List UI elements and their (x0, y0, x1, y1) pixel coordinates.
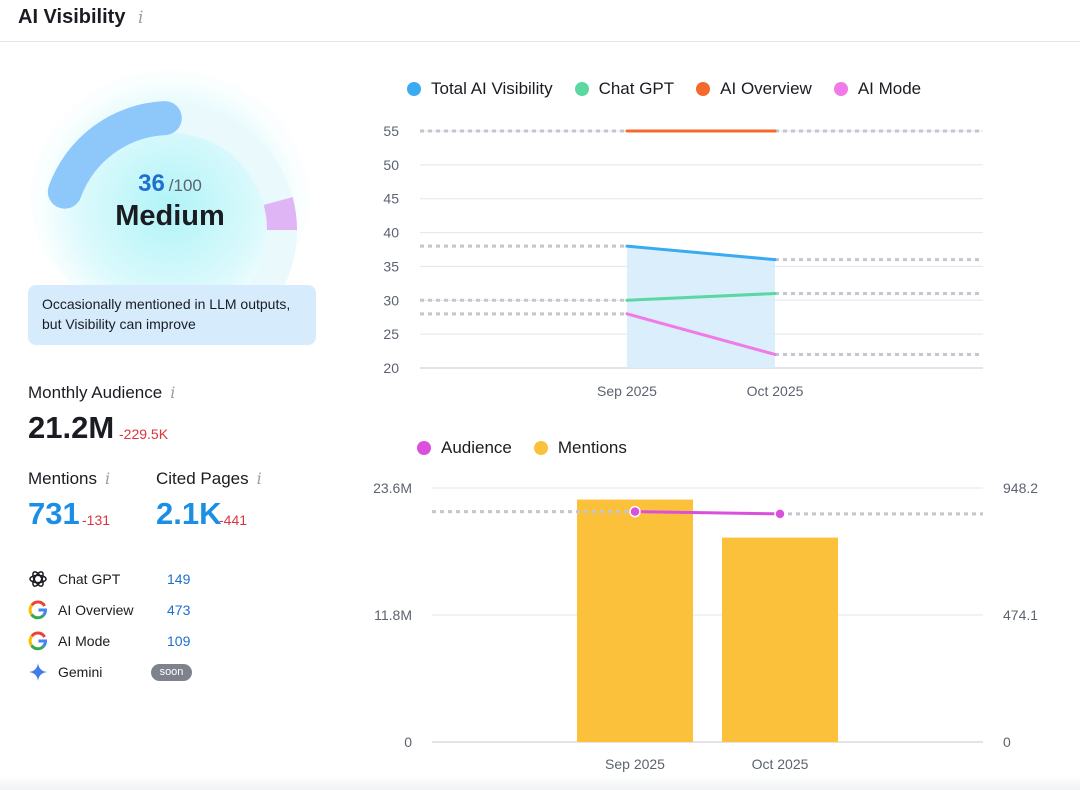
mentions-value: 731 (28, 496, 80, 531)
y-tick-label: 20 (383, 360, 399, 376)
x-tick-label: Sep 2025 (605, 756, 665, 772)
x-tick-label: Oct 2025 (747, 383, 804, 399)
legend-label: Chat GPT (598, 79, 675, 98)
mentions-bar (577, 499, 693, 742)
mentions-label-text: Mentions (28, 469, 97, 488)
legend-dot (833, 82, 848, 96)
legend-dot (574, 82, 589, 96)
legend-label: Mentions (557, 438, 627, 457)
source-value[interactable]: 109 (167, 633, 191, 649)
score-value: 36 (138, 170, 165, 197)
source-value[interactable]: 149 (167, 571, 191, 587)
legend-dot (407, 82, 421, 96)
cited-pages-delta: -441 (219, 512, 248, 528)
y-tick-label: 30 (383, 292, 399, 308)
series-line-total-ai-visibility (625, 244, 777, 262)
legend-item-ai-mode[interactable]: AI Mode (833, 79, 922, 99)
y-right-tick-label: 474.1 (1003, 607, 1038, 623)
y-tick-label: 45 (383, 191, 399, 207)
visibility-gauge (47, 101, 298, 320)
audience-point (629, 505, 641, 518)
widget-title: AI Visibility (18, 6, 126, 28)
series-line-ai-mode (625, 312, 777, 356)
bar-chart-legend: Audience Mentions (417, 438, 649, 458)
legend-label: AI Overview (720, 79, 812, 98)
monthly-audience-delta: -229.5K (119, 426, 169, 442)
info-icon[interactable]: i (104, 469, 111, 488)
x-tick-label: Oct 2025 (752, 756, 809, 772)
y-tick-label: 25 (383, 326, 399, 342)
monthly-audience-value: 21.2M (28, 410, 115, 445)
y-left-tick-label: 23.6M (373, 480, 412, 496)
y-left-tick-label: 0 (404, 734, 412, 750)
score: 36/100 (70, 170, 270, 198)
gauge-fill (47, 101, 182, 209)
google-icon (28, 631, 47, 651)
cited-pages-value: 2.1K (156, 496, 222, 531)
gemini-icon (29, 663, 47, 681)
legend-dot (533, 441, 548, 455)
info-icon[interactable]: i (170, 383, 176, 402)
source-row-ai-mode[interactable]: AI Mode 109 (28, 631, 208, 655)
visibility-level: Medium (115, 200, 225, 232)
legend-item-ai-overview[interactable]: AI Overview (696, 79, 812, 99)
cited-pages-label: Cited Pages i (156, 469, 262, 489)
legend-dot (696, 82, 711, 96)
legend-label: Audience (441, 438, 512, 457)
source-name: Chat GPT (58, 571, 121, 587)
source-name: Gemini (58, 664, 103, 680)
legend-item-mentions[interactable]: Mentions (533, 438, 627, 458)
gauge-marker (263, 197, 298, 231)
legend-item-chat-gpt[interactable]: Chat GPT (574, 79, 675, 99)
x-tick-label: Sep 2025 (597, 383, 657, 399)
y-tick-label: 50 (383, 157, 399, 173)
google-icon (28, 600, 47, 620)
mentions-delta: -131 (82, 512, 111, 528)
source-row-chatgpt[interactable]: Chat GPT 149 (28, 569, 208, 593)
source-value[interactable]: 473 (167, 602, 191, 618)
cited-pages-label-text: Cited Pages (156, 469, 249, 488)
monthly-audience-label: Monthly Audience i (28, 383, 175, 403)
info-icon[interactable]: i (256, 469, 262, 488)
series-line-chat-gpt (625, 292, 777, 302)
line-chart-legend: Total AI Visibility Chat GPT AI Overview… (407, 79, 943, 99)
info-icon[interactable]: i (138, 8, 144, 28)
legend-item-audience[interactable]: Audience (417, 438, 512, 458)
total-visibility-area (627, 246, 775, 368)
source-name: AI Overview (58, 602, 134, 618)
audience-point (774, 508, 786, 520)
legend-label: Total AI Visibility (431, 79, 553, 98)
source-row-ai-overview[interactable]: AI Overview 473 (28, 600, 208, 624)
chatgpt-icon (29, 571, 47, 587)
legend-item-total-ai-visibility[interactable]: Total AI Visibility (407, 79, 553, 99)
y-tick-label: 40 (383, 225, 399, 241)
audience-line (634, 510, 781, 516)
score-max: /100 (168, 176, 202, 195)
y-right-tick-label: 948.2 (1003, 480, 1038, 496)
legend-dot (417, 441, 431, 455)
y-left-tick-label: 11.8M (374, 607, 412, 623)
mentions-bar (722, 537, 838, 742)
widget-header: AI Visibility i (0, 0, 1080, 42)
bottom-fade (0, 776, 1080, 790)
monthly-audience-label-text: Monthly Audience (28, 383, 163, 402)
soon-badge: soon (151, 664, 192, 681)
visibility-description: Occasionally mentioned in LLM outputs, b… (28, 285, 316, 345)
y-right-tick-label: 0 (1003, 734, 1011, 750)
y-tick-label: 55 (383, 123, 399, 139)
source-row-gemini: Gemini soon (28, 662, 208, 686)
mentions-label: Mentions i (28, 469, 110, 489)
y-tick-label: 35 (383, 258, 399, 274)
source-name: AI Mode (58, 633, 111, 649)
legend-label: AI Mode (857, 79, 922, 98)
